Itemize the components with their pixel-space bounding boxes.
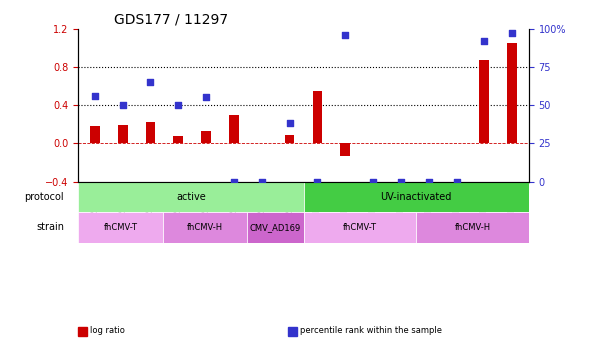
Text: fhCMV-H: fhCMV-H xyxy=(187,223,223,232)
Point xyxy=(424,179,433,185)
FancyBboxPatch shape xyxy=(304,182,529,212)
Text: GDS177 / 11297: GDS177 / 11297 xyxy=(114,12,228,26)
Bar xyxy=(174,136,183,143)
FancyBboxPatch shape xyxy=(163,212,247,243)
Text: protocol: protocol xyxy=(25,192,64,202)
Point xyxy=(313,179,322,185)
Bar xyxy=(90,126,100,143)
Point xyxy=(201,95,211,100)
Text: UV-inactivated: UV-inactivated xyxy=(380,192,452,202)
Point xyxy=(229,179,239,185)
Point xyxy=(368,179,378,185)
Point xyxy=(480,38,489,44)
Point xyxy=(174,102,183,108)
Text: strain: strain xyxy=(36,222,64,232)
Bar xyxy=(507,43,517,143)
Bar xyxy=(340,143,350,156)
FancyBboxPatch shape xyxy=(247,212,304,243)
Text: CMV_AD169: CMV_AD169 xyxy=(249,223,301,232)
Bar xyxy=(313,91,322,143)
Point xyxy=(285,121,294,126)
FancyBboxPatch shape xyxy=(416,212,529,243)
Point xyxy=(507,30,517,36)
FancyBboxPatch shape xyxy=(78,212,163,243)
Text: fhCMV-T: fhCMV-T xyxy=(343,223,377,232)
Bar xyxy=(285,135,294,143)
Bar xyxy=(145,122,155,143)
Bar xyxy=(480,60,489,143)
Bar xyxy=(229,115,239,143)
Text: fhCMV-H: fhCMV-H xyxy=(454,223,490,232)
Point xyxy=(340,32,350,37)
Text: log ratio: log ratio xyxy=(90,326,125,335)
Point xyxy=(452,179,462,185)
Point xyxy=(257,179,267,185)
Bar xyxy=(201,131,211,143)
Point xyxy=(396,179,406,185)
Point xyxy=(145,79,155,85)
FancyBboxPatch shape xyxy=(78,182,304,212)
FancyBboxPatch shape xyxy=(304,212,416,243)
Text: fhCMV-T: fhCMV-T xyxy=(103,223,138,232)
Point xyxy=(90,93,100,99)
Point xyxy=(118,102,127,108)
Text: percentile rank within the sample: percentile rank within the sample xyxy=(300,326,442,335)
Bar xyxy=(118,125,127,143)
Text: active: active xyxy=(176,192,206,202)
